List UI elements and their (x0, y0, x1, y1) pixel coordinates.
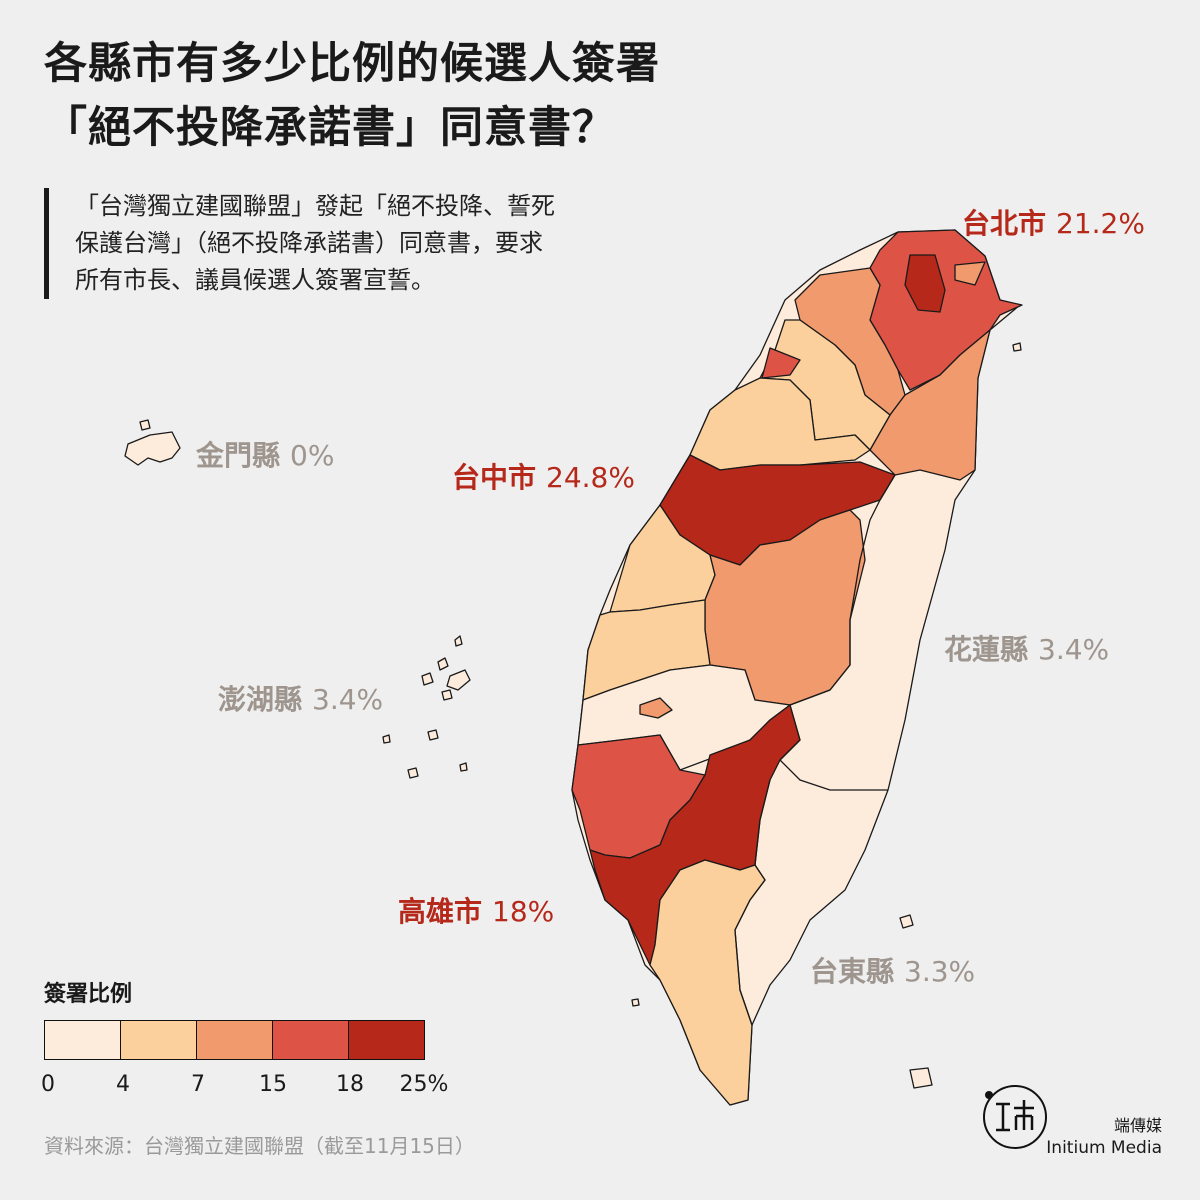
map-region-yilan (869, 329, 991, 481)
map-region-pingtung (649, 859, 766, 1106)
label-kaohsiung-name: 高雄市 (398, 895, 483, 928)
legend-tick: 15 (259, 1072, 287, 1097)
label-hualien-name: 花蓮縣 (944, 633, 1029, 666)
label-penghu: 澎湖縣 3.4% (218, 678, 383, 718)
legend-color-scale (44, 1020, 425, 1060)
headline-line-1: 各縣市有多少比例的候選人簽署 (44, 39, 660, 89)
legend-tick: 18 (336, 1072, 364, 1097)
legend-swatch-18-25 (349, 1021, 424, 1059)
legend-swatch-7-15 (197, 1021, 273, 1059)
label-taitung: 台東縣 3.3% (810, 950, 975, 990)
label-kaohsiung-value: 18% (492, 895, 555, 928)
legend-swatch-15-18 (273, 1021, 349, 1059)
brand-name-english: Initium Media (1046, 1138, 1162, 1158)
map-islet-orchid-island (909, 1067, 933, 1089)
label-taipei: 台北市 21.2% (962, 202, 1145, 242)
map-islet-kinmen-small (139, 419, 151, 431)
map-border-hualien-nantou (779, 474, 896, 791)
legend-tick: 4 (116, 1072, 130, 1097)
brand-name-chinese: 端傳媒 (1113, 1116, 1162, 1135)
map-region-taipei (904, 254, 946, 313)
map-islet-guishan (1012, 342, 1022, 352)
label-hualien: 花蓮縣 3.4% (944, 628, 1109, 668)
label-taitung-value: 3.3% (904, 955, 976, 988)
intro-line-1: 「台灣獨立建國聯盟」發起「絕不投降、誓死 (75, 192, 555, 220)
label-taipei-value: 21.2% (1056, 207, 1145, 240)
map-border-taitung (734, 779, 771, 1026)
label-penghu-name: 澎湖縣 (218, 683, 303, 716)
map-region-penghu (382, 635, 471, 779)
label-taichung-value: 24.8% (546, 461, 635, 494)
label-taipei-name: 台北市 (962, 207, 1047, 240)
map-region-chiayi-city (639, 697, 673, 719)
legend-tick: 25% (399, 1072, 449, 1097)
label-taichung: 台中市 24.8% (452, 456, 635, 496)
label-taitung-name: 台東縣 (810, 955, 895, 988)
legend-tick: 7 (191, 1072, 205, 1097)
intro-text: 「台灣獨立建國聯盟」發起「絕不投降、誓死 保護台灣」（絕不投降承諾書）同意書，要… (44, 188, 755, 299)
map-islet-green-island (899, 914, 914, 929)
label-hualien-value: 3.4% (1038, 633, 1110, 666)
legend-swatch-0-4 (45, 1021, 121, 1059)
headline: 各縣市有多少比例的候選人簽署 「絕不投降承諾書」同意書？ (44, 32, 864, 160)
headline-line-2: 「絕不投降承諾書」同意書？ (44, 103, 616, 153)
label-taichung-name: 台中市 (452, 461, 537, 494)
source-note: 資料來源：台灣獨立建國聯盟（截至11月15日） (44, 1134, 475, 1158)
map-region-keelung (954, 261, 986, 286)
label-penghu-value: 3.4% (312, 683, 384, 716)
legend-swatch-4-7 (121, 1021, 197, 1059)
label-kaohsiung: 高雄市 18% (398, 890, 554, 930)
legend-title: 簽署比例 (44, 982, 133, 1007)
map-islet-liuqiu (631, 998, 640, 1007)
map-region-kinmen (124, 431, 181, 466)
map-region-hsinchu-city (761, 347, 801, 379)
intro-line-3: 所有市長、議員候選人簽署宣誓。 (75, 266, 435, 294)
initium-logo (983, 1085, 1047, 1149)
label-kinmen: 金門縣 0% (196, 434, 334, 474)
legend-tick: 0 (41, 1072, 55, 1097)
intro-line-2: 保護台灣」（絕不投降承諾書）同意書，要求 (75, 229, 543, 257)
label-kinmen-value: 0% (290, 439, 335, 472)
label-kinmen-name: 金門縣 (196, 439, 281, 472)
